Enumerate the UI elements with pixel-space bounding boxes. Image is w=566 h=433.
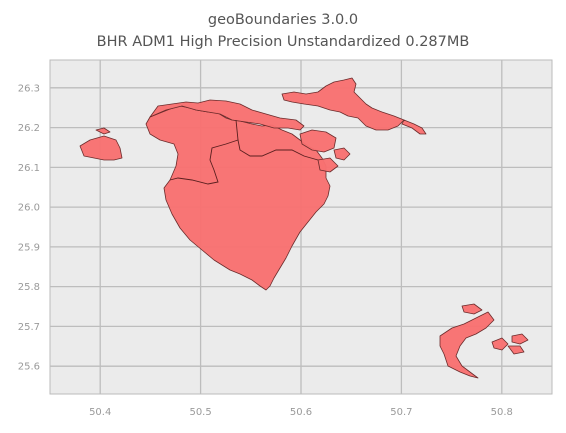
y-tick-label: 25.9	[18, 242, 40, 253]
x-tick-label: 50.4	[89, 407, 111, 418]
bahrain-regions	[79, 77, 529, 379]
region-hawar-main	[439, 311, 495, 379]
y-tick-label: 26.2	[18, 123, 40, 134]
region-islet-b	[299, 129, 337, 153]
region-hawar-c	[491, 337, 509, 351]
region-islet-a	[401, 119, 427, 135]
tick-labels: 50.4 50.5 50.6 50.7 50.8 26.3 26.2 26.1 26.0 25.9…	[18, 83, 513, 418]
y-tick-label: 25.7	[18, 322, 40, 333]
admin-boundary-2	[169, 139, 239, 185]
admin-boundary-1	[235, 119, 319, 161]
map-title-line-2: BHR ADM1 High Precision Unstandardized 0…	[96, 34, 470, 50]
region-muharraq	[281, 77, 405, 131]
y-tick-label: 26.3	[18, 83, 40, 94]
map-title-line-1: geoBoundaries 3.0.0	[207, 12, 359, 28]
region-hawar-e	[507, 345, 525, 355]
region-islet-d	[317, 157, 339, 173]
region-west-island	[79, 135, 123, 161]
x-tick-label: 50.7	[390, 407, 412, 418]
region-islet-c	[333, 147, 351, 161]
y-tick-label: 26.0	[18, 203, 40, 214]
y-tick-label: 25.6	[18, 362, 40, 373]
region-north-strip	[149, 99, 305, 131]
y-tick-label: 26.1	[18, 163, 40, 174]
y-tick-label: 25.8	[18, 282, 40, 293]
x-tick-label: 50.8	[491, 407, 513, 418]
x-tick-label: 50.6	[290, 407, 312, 418]
region-hawar-d	[511, 333, 529, 345]
region-hawar-b	[461, 303, 483, 315]
x-tick-label: 50.5	[189, 407, 211, 418]
region-west-islet	[95, 127, 111, 135]
